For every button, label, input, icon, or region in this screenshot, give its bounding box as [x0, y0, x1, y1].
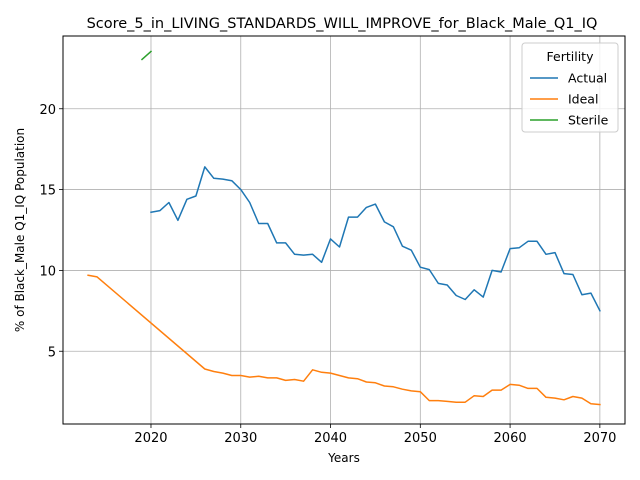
- plot-frame: [62, 35, 626, 425]
- x-tick-label: 2050: [404, 431, 437, 446]
- series-line-ideal: [87, 274, 601, 406]
- legend-label-sterile: Sterile: [568, 113, 609, 128]
- x-tick-label: 2030: [224, 431, 257, 446]
- series-line-actual: [150, 166, 601, 312]
- x-tick-label: 2040: [314, 431, 347, 446]
- y-tick-label: 10: [39, 264, 56, 279]
- y-tick-label: 20: [39, 103, 56, 118]
- legend-entries: Actual Ideal Sterile: [530, 71, 609, 128]
- y-tick-label: 5: [48, 345, 56, 360]
- x-tick-label: 2020: [134, 431, 167, 446]
- x-axis-label: Years: [327, 451, 360, 465]
- y-axis-label: % of Black_Male Q1_IQ Population: [13, 128, 27, 332]
- series-line-sterile: [140, 50, 153, 61]
- legend-label-ideal: Ideal: [568, 92, 598, 107]
- legend-box: [521, 42, 619, 133]
- x-tick-label: 2060: [494, 431, 527, 446]
- legend: Fertility Actual Ideal Sterile: [521, 42, 619, 133]
- axis-ticks: 2020 2030 2040 2050 2060 2070 5 10 15 20: [39, 103, 616, 446]
- chart-title: Score_5_in_LIVING_STANDARDS_WILL_IMPROVE…: [87, 16, 598, 32]
- legend-title: Fertility: [547, 49, 595, 64]
- legend-label-actual: Actual: [568, 71, 607, 86]
- series-lines: [87, 50, 601, 406]
- y-tick-label: 15: [39, 184, 56, 199]
- x-tick-label: 2070: [583, 431, 616, 446]
